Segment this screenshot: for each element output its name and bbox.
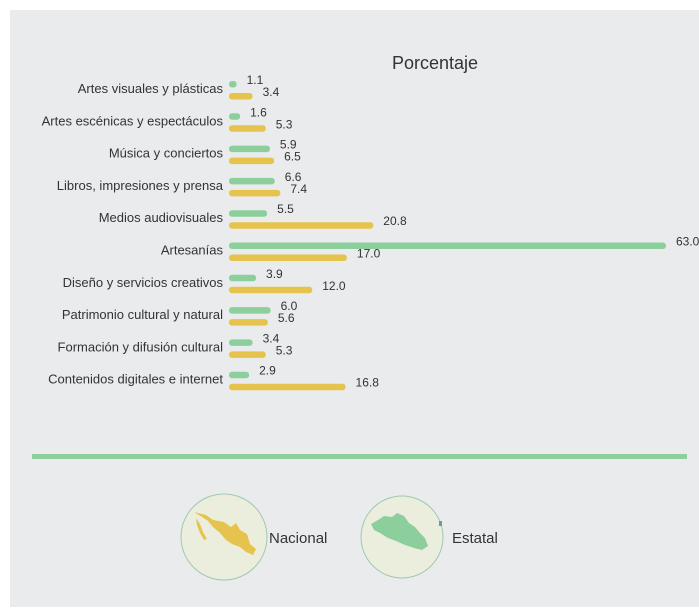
value-label-nacional-musica-y-conciertos: 6.5: [284, 150, 301, 164]
value-label-nacional-artesanias: 17.0: [357, 247, 381, 261]
legend-item-nacional: Nacional: [180, 493, 327, 581]
category-label-diseno-y-servicios-creativos: Diseño y servicios creativos: [63, 275, 224, 290]
legend-marker-estatal: [439, 521, 442, 526]
bar-estatal-libros-impresiones-y-prensa: [229, 177, 275, 185]
bar-nacional-libros-impresiones-y-prensa: [229, 189, 281, 197]
value-label-nacional-formacion-y-difusion-cultural: 5.3: [276, 343, 293, 357]
value-label-nacional-patrimonio-cultural-y-natural: 5.6: [278, 311, 295, 325]
bar-estatal-diseno-y-servicios-creativos: [229, 274, 257, 282]
value-label-nacional-medios-audiovisuales: 20.8: [383, 214, 407, 228]
value-label-estatal-diseno-y-servicios-creativos: 3.9: [266, 267, 283, 281]
value-label-nacional-diseno-y-servicios-creativos: 12.0: [322, 279, 346, 293]
section-divider: [32, 454, 687, 459]
legend-label-nacional: Nacional: [269, 530, 327, 547]
category-label-artes-escenicas-y-espectaculos: Artes escénicas y espectáculos: [42, 113, 224, 128]
bar-estatal-medios-audiovisuales: [229, 210, 268, 217]
value-label-estatal-artes-visuales-y-plasticas: 1.1: [247, 73, 264, 87]
value-label-estatal-musica-y-conciertos: 5.9: [280, 138, 297, 152]
legend: Nacional Estatal: [180, 493, 498, 581]
chart-title: Porcentaje: [392, 53, 478, 73]
bar-estatal-musica-y-conciertos: [229, 145, 270, 153]
value-label-estatal-artesanias: 63.0: [676, 235, 699, 249]
value-label-nacional-artes-escenicas-y-espectaculos: 5.3: [276, 117, 293, 131]
value-label-estatal-libros-impresiones-y-prensa: 6.6: [285, 170, 302, 184]
mexico-map-icon: [194, 512, 256, 555]
value-label-nacional-libros-impresiones-y-prensa: 7.4: [290, 182, 307, 196]
category-label-patrimonio-cultural-y-natural: Patrimonio cultural y natural: [62, 307, 223, 322]
bar-nacional-medios-audiovisuales: [229, 222, 374, 229]
bar-nacional-artes-visuales-y-plasticas: [229, 93, 253, 100]
value-label-nacional-artes-visuales-y-plasticas: 3.4: [263, 85, 280, 99]
chart-panel: [10, 10, 699, 607]
value-label-estatal-patrimonio-cultural-y-natural: 6.0: [281, 299, 298, 313]
bar-estatal-contenidos-digitales-e-internet: [229, 371, 250, 379]
category-label-libros-impresiones-y-prensa: Libros, impresiones y prensa: [57, 178, 224, 193]
bar-estatal-artesanias: [229, 242, 666, 249]
value-label-estatal-artes-escenicas-y-espectaculos: 1.6: [250, 105, 267, 119]
bar-estatal-artes-escenicas-y-espectaculos: [229, 113, 241, 120]
bar-nacional-patrimonio-cultural-y-natural: [229, 319, 268, 326]
bar-estatal-patrimonio-cultural-y-natural: [229, 307, 271, 314]
bar-nacional-formacion-y-difusion-cultural: [229, 351, 266, 358]
category-label-musica-y-conciertos: Música y conciertos: [109, 146, 224, 161]
state-map-icon: [371, 513, 428, 550]
category-label-contenidos-digitales-e-internet: Contenidos digitales e internet: [48, 372, 223, 387]
value-label-nacional-contenidos-digitales-e-internet: 16.8: [356, 376, 380, 390]
bar-nacional-artesanias: [229, 254, 347, 261]
legend-item-estatal: Estatal: [360, 495, 498, 579]
category-label-artes-visuales-y-plasticas: Artes visuales y plásticas: [78, 81, 224, 96]
bar-estatal-artes-visuales-y-plasticas: [229, 81, 237, 88]
category-label-medios-audiovisuales: Medios audiovisuales: [99, 210, 224, 225]
bar-nacional-diseno-y-servicios-creativos: [229, 286, 313, 294]
bar-estatal-formacion-y-difusion-cultural: [229, 339, 253, 346]
value-label-estatal-contenidos-digitales-e-internet: 2.9: [259, 364, 276, 378]
legend-label-estatal: Estatal: [452, 530, 498, 547]
bar-nacional-artes-escenicas-y-espectaculos: [229, 125, 266, 132]
value-label-estatal-formacion-y-difusion-cultural: 3.4: [263, 331, 280, 345]
category-label-formacion-y-difusion-cultural: Formación y difusión cultural: [58, 339, 224, 354]
category-label-artesanias: Artesanías: [161, 243, 224, 258]
bar-nacional-musica-y-conciertos: [229, 157, 275, 165]
bar-nacional-contenidos-digitales-e-internet: [229, 383, 346, 391]
value-label-estatal-medios-audiovisuales: 5.5: [277, 202, 294, 216]
